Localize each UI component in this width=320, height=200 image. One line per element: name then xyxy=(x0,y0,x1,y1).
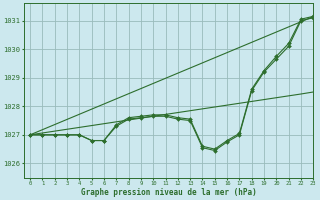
X-axis label: Graphe pression niveau de la mer (hPa): Graphe pression niveau de la mer (hPa) xyxy=(81,188,257,197)
